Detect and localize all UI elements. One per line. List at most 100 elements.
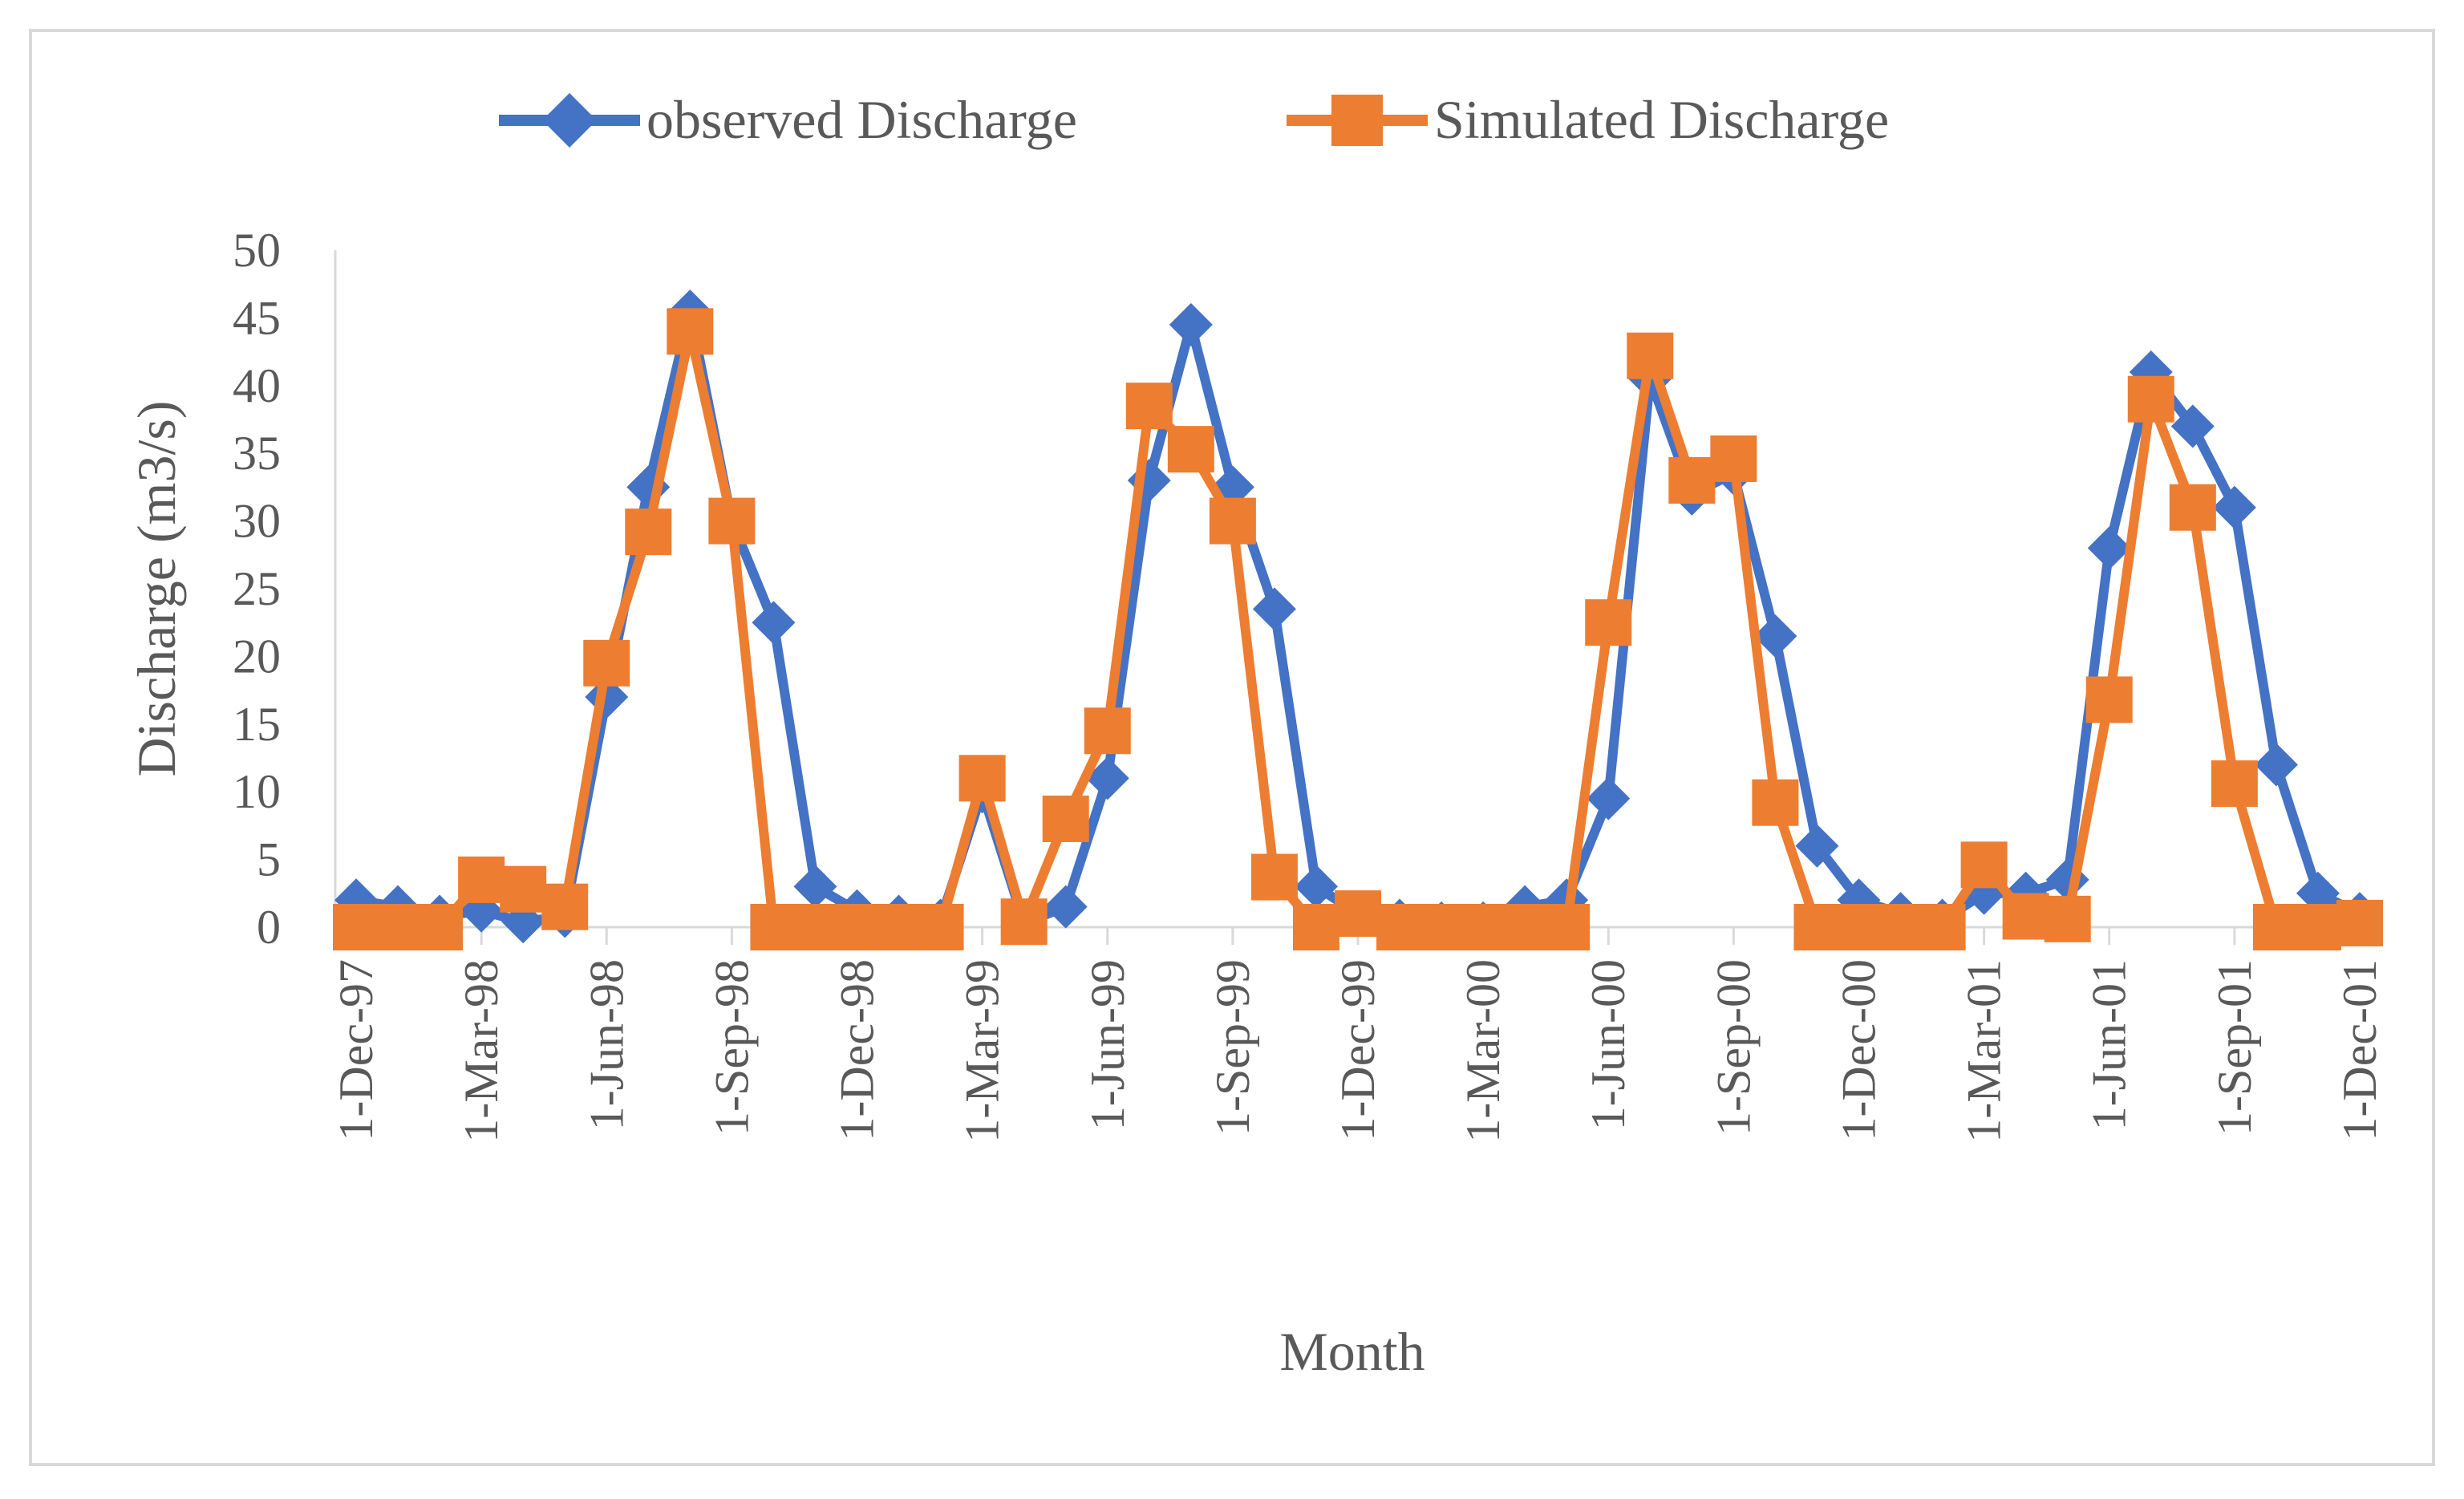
x-tick-label: 1-Dec-97 bbox=[330, 959, 383, 1141]
data-point-simulated[interactable] bbox=[625, 508, 672, 556]
data-point-simulated[interactable] bbox=[541, 883, 589, 930]
data-point-simulated[interactable] bbox=[1502, 904, 1549, 950]
data-point-simulated[interactable] bbox=[458, 856, 505, 903]
x-tick-label: 1-Sep-00 bbox=[1707, 959, 1760, 1136]
data-point-simulated[interactable] bbox=[1585, 599, 1632, 646]
data-point-simulated[interactable] bbox=[667, 308, 714, 355]
data-point-simulated[interactable] bbox=[792, 904, 839, 950]
data-point-observed[interactable] bbox=[1294, 865, 1338, 909]
data-point-simulated[interactable] bbox=[1752, 779, 1799, 826]
x-tick-label: 1-Jun-98 bbox=[580, 959, 633, 1130]
data-point-simulated[interactable] bbox=[750, 904, 797, 950]
data-point-observed[interactable] bbox=[1753, 614, 1797, 658]
x-axis-ticks: 1-Dec-97 1-Mar-98 1-Jun-98 1-Sep-98 1-Dec-98… bbox=[330, 927, 2386, 1143]
data-point-simulated[interactable] bbox=[708, 497, 756, 545]
data-point-simulated[interactable] bbox=[1000, 898, 1048, 946]
data-point-simulated[interactable] bbox=[1877, 904, 1924, 950]
data-point-simulated[interactable] bbox=[1627, 332, 1674, 379]
data-point-simulated[interactable] bbox=[375, 904, 422, 950]
legend-item-observed[interactable]: observed Discharge bbox=[499, 89, 1077, 150]
x-tick-label: 1-Sep-99 bbox=[1206, 959, 1259, 1136]
data-point-simulated[interactable] bbox=[2044, 895, 2091, 942]
data-point-observed[interactable] bbox=[1252, 587, 1296, 631]
data-point-simulated[interactable] bbox=[1042, 795, 1089, 842]
data-point-observed[interactable] bbox=[2254, 743, 2298, 787]
x-axis-title: Month bbox=[1279, 1321, 1424, 1382]
data-point-observed[interactable] bbox=[1587, 776, 1631, 820]
x-tick-label: 1-Sep-01 bbox=[2208, 959, 2261, 1136]
data-point-observed[interactable] bbox=[2087, 526, 2131, 570]
data-point-simulated[interactable] bbox=[1543, 904, 1591, 950]
data-point-observed[interactable] bbox=[1085, 756, 1129, 800]
data-point-simulated[interactable] bbox=[1335, 890, 1381, 938]
legend: observed Discharge Simulated Discharge bbox=[499, 89, 1889, 150]
data-point-simulated[interactable] bbox=[917, 904, 964, 950]
data-point-simulated[interactable] bbox=[1250, 853, 1298, 901]
y-tick-label: 35 bbox=[233, 427, 281, 480]
data-point-simulated[interactable] bbox=[1292, 904, 1339, 950]
series-layer bbox=[333, 289, 2383, 950]
legend-label-observed: observed Discharge bbox=[646, 89, 1077, 150]
legend-swatch-observed-marker bbox=[542, 93, 597, 148]
data-point-simulated[interactable] bbox=[500, 865, 547, 913]
x-tick-label: 1-Jun-99 bbox=[1081, 959, 1134, 1130]
legend-label-simulated: Simulated Discharge bbox=[1434, 89, 1889, 150]
x-tick-label: 1-Mar-00 bbox=[1457, 959, 1510, 1143]
y-axis-title: Discharge (m3/s) bbox=[126, 401, 187, 777]
legend-item-simulated[interactable]: Simulated Discharge bbox=[1287, 89, 1889, 150]
data-point-observed[interactable] bbox=[1795, 824, 1839, 868]
data-point-simulated[interactable] bbox=[333, 904, 380, 950]
y-tick-label: 50 bbox=[233, 224, 281, 277]
data-point-simulated[interactable] bbox=[2252, 904, 2300, 950]
x-tick-label: 1-Dec-98 bbox=[831, 959, 884, 1141]
data-point-simulated[interactable] bbox=[2127, 375, 2174, 423]
data-point-simulated[interactable] bbox=[1125, 383, 1173, 430]
data-point-simulated[interactable] bbox=[1167, 426, 1214, 473]
x-tick-label: 1-Jun-00 bbox=[1582, 959, 1635, 1130]
data-point-observed[interactable] bbox=[793, 865, 837, 909]
data-point-simulated[interactable] bbox=[958, 755, 1006, 802]
data-point-simulated[interactable] bbox=[1209, 497, 1256, 545]
data-point-simulated[interactable] bbox=[1835, 904, 1882, 950]
y-tick-label: 40 bbox=[233, 359, 281, 412]
data-point-simulated[interactable] bbox=[1376, 904, 1424, 950]
y-tick-label: 30 bbox=[233, 495, 281, 548]
y-tick-label: 15 bbox=[233, 698, 281, 751]
data-point-observed[interactable] bbox=[2170, 404, 2215, 448]
data-point-observed[interactable] bbox=[752, 601, 796, 645]
data-point-simulated[interactable] bbox=[1710, 435, 1757, 482]
data-point-simulated[interactable] bbox=[2085, 676, 2133, 723]
legend-swatch-simulated-marker bbox=[1331, 95, 1383, 146]
series-simulated[interactable] bbox=[333, 308, 2383, 950]
x-tick-label: 1-Jun-01 bbox=[2083, 959, 2136, 1130]
data-point-simulated[interactable] bbox=[2211, 760, 2258, 808]
data-point-simulated[interactable] bbox=[1460, 904, 1507, 950]
data-point-simulated[interactable] bbox=[2002, 893, 2049, 940]
data-point-simulated[interactable] bbox=[1919, 904, 1966, 950]
data-point-observed[interactable] bbox=[1044, 885, 1088, 929]
data-point-simulated[interactable] bbox=[1793, 904, 1841, 950]
data-point-simulated[interactable] bbox=[1418, 904, 1465, 950]
y-axis-ticks: 0 5 10 15 20 25 30 35 40 45 50 bbox=[233, 224, 281, 954]
x-tick-label: 1-Dec-00 bbox=[1832, 959, 1885, 1141]
data-point-simulated[interactable] bbox=[2294, 904, 2341, 950]
data-point-simulated[interactable] bbox=[1960, 841, 2008, 889]
y-tick-label: 5 bbox=[257, 833, 281, 886]
data-point-simulated[interactable] bbox=[1668, 456, 1716, 504]
data-point-simulated[interactable] bbox=[2336, 899, 2383, 946]
y-tick-label: 10 bbox=[233, 765, 281, 818]
data-point-simulated[interactable] bbox=[833, 904, 881, 950]
data-point-simulated[interactable] bbox=[416, 904, 464, 950]
data-point-observed[interactable] bbox=[2212, 485, 2256, 529]
data-point-simulated[interactable] bbox=[2169, 484, 2216, 531]
x-tick-label: 1-Dec-99 bbox=[1331, 959, 1384, 1141]
x-tick-label: 1-Dec-01 bbox=[2333, 959, 2386, 1141]
x-tick-label: 1-Sep-98 bbox=[705, 959, 758, 1136]
data-point-simulated[interactable] bbox=[1084, 707, 1131, 755]
data-point-simulated[interactable] bbox=[583, 639, 630, 687]
data-point-simulated[interactable] bbox=[875, 904, 922, 950]
x-tick-label: 1-Mar-98 bbox=[455, 959, 508, 1143]
data-point-observed[interactable] bbox=[1169, 302, 1213, 346]
